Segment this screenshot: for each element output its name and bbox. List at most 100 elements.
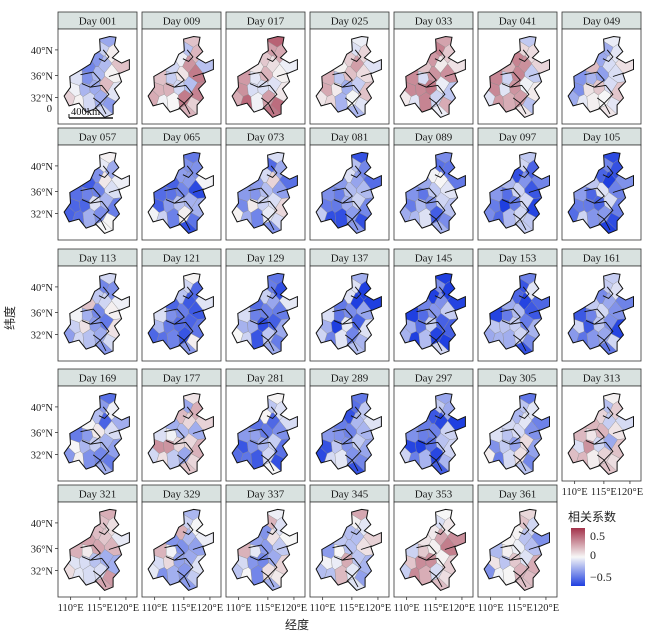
region-outline	[231, 508, 298, 591]
province-boundary	[434, 49, 446, 62]
province-boundary	[594, 441, 614, 461]
province-boundary	[262, 575, 275, 588]
province-boundary	[90, 557, 110, 577]
map-panel: Day 145	[393, 248, 474, 362]
region-outline	[231, 392, 298, 475]
region-outline	[147, 508, 214, 591]
province-boundary	[248, 308, 269, 325]
province-boundary	[510, 200, 530, 220]
panel-label: Day 281	[247, 373, 285, 385]
scale-bar-distance-label: 400km	[71, 107, 100, 118]
map-panel: Day 169	[57, 368, 138, 482]
lat-tick-label: 36°N	[31, 545, 54, 556]
province-boundary	[416, 544, 437, 561]
map-panel: Day 057	[57, 127, 138, 241]
map-panel: Day 097	[477, 127, 558, 241]
province-boundary	[182, 406, 194, 419]
lon-tick-label: 115°E	[171, 603, 197, 614]
province-boundary	[266, 522, 278, 535]
province-boundary	[514, 459, 527, 472]
province-boundary	[500, 544, 521, 561]
lon-tick-label: 120°E	[197, 603, 223, 614]
map-panel: Day 009	[141, 11, 222, 125]
legend-tick-low: −0.5	[590, 570, 612, 584]
panel-label: Day 353	[415, 489, 453, 501]
province-boundary	[174, 321, 194, 341]
province-boundary	[266, 286, 278, 299]
province-boundary	[94, 339, 107, 352]
province-boundary	[416, 308, 437, 325]
province-boundary	[584, 187, 605, 204]
province-boundary	[434, 165, 446, 178]
region-outline	[399, 35, 466, 118]
province-boundary	[332, 428, 353, 445]
axes-layer: 40°N 36°N 32°N 40°N 36°N 32°N 40°N 36°N 32°N 40°N…	[31, 46, 643, 614]
map-panel: Day 153	[477, 248, 558, 362]
province-boundary	[602, 286, 614, 299]
province-boundary	[248, 544, 269, 561]
province-boundary	[174, 441, 194, 461]
region-outline	[147, 392, 214, 475]
lat-tick-label: 40°N	[31, 403, 54, 414]
province-boundary	[94, 575, 107, 588]
province-boundary	[178, 575, 191, 588]
panel-label: Day 057	[79, 132, 117, 144]
province-boundary	[182, 286, 194, 299]
province-boundary	[258, 321, 278, 341]
province-boundary	[416, 71, 437, 88]
region-outline	[315, 392, 382, 475]
province-boundary	[346, 218, 359, 231]
province-boundary	[434, 286, 446, 299]
province-boundary	[430, 339, 443, 352]
province-boundary	[182, 522, 194, 535]
province-boundary	[602, 49, 614, 62]
province-boundary	[346, 575, 359, 588]
panel-label: Day 361	[499, 489, 537, 501]
map-panel: Day 073	[225, 127, 306, 241]
province-boundary	[434, 406, 446, 419]
province-boundary	[500, 428, 521, 445]
map-panel: Day 017	[225, 11, 306, 125]
province-boundary	[90, 441, 110, 461]
province-boundary	[178, 218, 191, 231]
map-panel: Day 105	[561, 127, 642, 241]
region-outline	[567, 272, 634, 355]
province-boundary	[80, 428, 101, 445]
map-panel: Day 089	[393, 127, 474, 241]
region-outline	[231, 35, 298, 118]
province-boundary	[90, 200, 110, 220]
province-boundary	[518, 406, 530, 419]
province-boundary	[332, 187, 353, 204]
province-boundary	[342, 321, 362, 341]
lat-tick-label: 32°N	[31, 93, 54, 104]
lat-tick-label: 40°N	[31, 46, 54, 57]
province-boundary	[594, 84, 614, 104]
province-boundary	[426, 557, 446, 577]
province-boundary	[94, 218, 107, 231]
province-boundary	[332, 544, 353, 561]
province-boundary	[342, 557, 362, 577]
region-outline	[399, 508, 466, 591]
map-panel: Day 281	[225, 368, 306, 482]
region-outline	[483, 272, 550, 355]
province-boundary	[510, 321, 530, 341]
region-outline	[147, 35, 214, 118]
lat-tick-label: 36°N	[31, 188, 54, 199]
lat-tick-label: 40°N	[31, 519, 54, 530]
panel-label: Day 041	[499, 16, 537, 28]
lon-tick-label: 110°E	[562, 487, 588, 498]
province-boundary	[164, 544, 185, 561]
panel-label: Day 137	[331, 253, 369, 265]
province-boundary	[266, 49, 278, 62]
province-boundary	[426, 200, 446, 220]
panel-label: Day 121	[163, 253, 201, 265]
province-boundary	[174, 84, 194, 104]
map-panel: Day 353	[393, 484, 474, 598]
region-outline	[399, 272, 466, 355]
province-boundary	[80, 544, 101, 561]
province-boundary	[258, 200, 278, 220]
province-boundary	[602, 165, 614, 178]
map-panel: Day 049	[561, 11, 642, 125]
panel-label: Day 153	[499, 253, 537, 265]
province-boundary	[346, 102, 359, 115]
